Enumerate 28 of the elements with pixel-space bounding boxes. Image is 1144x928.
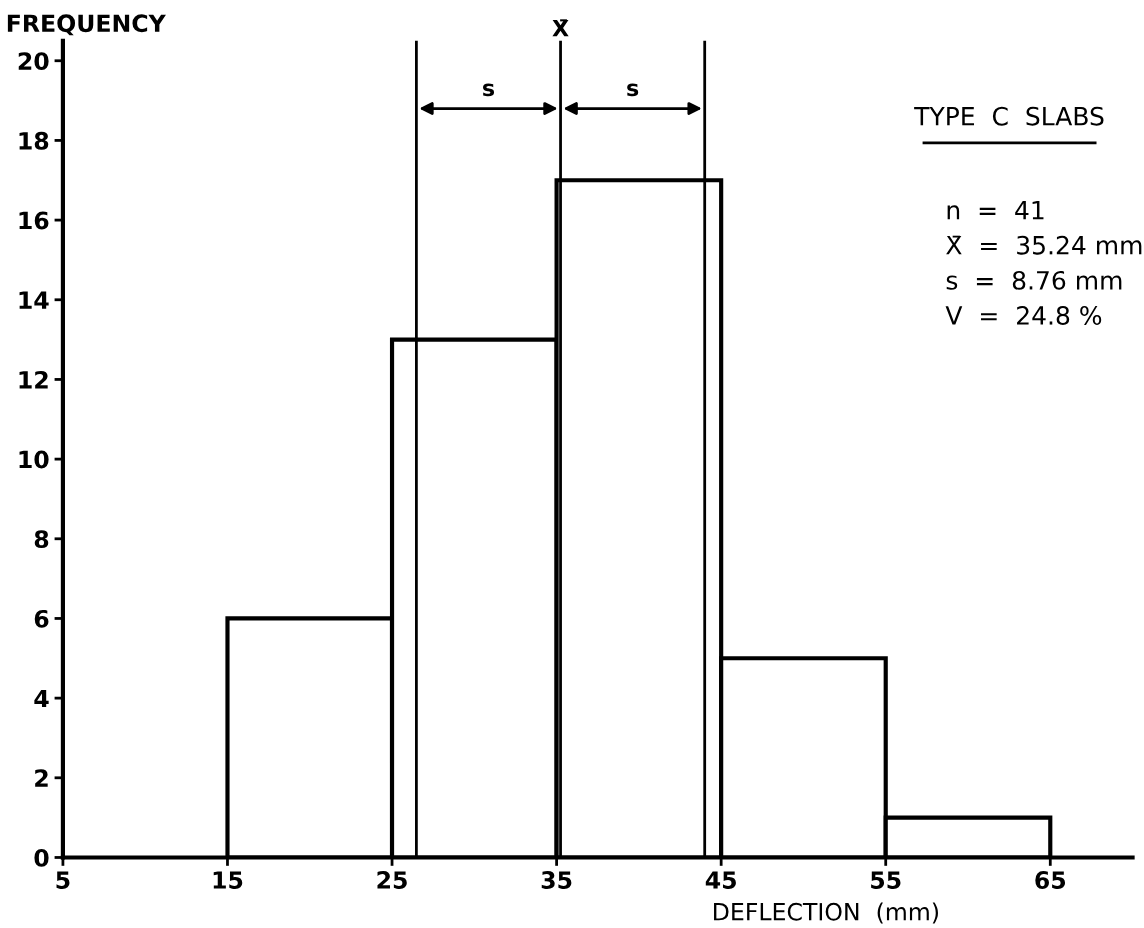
x-tick-label: 55: [871, 871, 901, 889]
annotation: n = 41: [947, 201, 1044, 220]
annotation: X̄ = 35.24 mm: [946, 235, 1142, 255]
x-tick-label: 65: [1035, 871, 1066, 889]
x-tick-label: 15: [213, 871, 243, 889]
y-tick-label: 14: [19, 291, 49, 309]
annotation: s: [627, 83, 639, 97]
x-tick-label: 45: [705, 871, 736, 889]
y-tick-label: 0: [34, 848, 49, 867]
y-axis-title: FREQUENCY: [7, 14, 166, 36]
y-tick-label: 10: [19, 450, 49, 469]
y-tick-label: 6: [34, 609, 49, 628]
x-tick-label: 25: [377, 871, 407, 889]
annotation: s = 8.76 mm: [946, 270, 1122, 290]
y-tick-label: 16: [19, 211, 49, 230]
y-tick-label: 2: [35, 769, 48, 787]
y-tick-label: 12: [19, 370, 48, 389]
y-tick-label: 18: [19, 131, 49, 150]
annotation: s: [483, 83, 495, 97]
y-tick-label: 20: [18, 52, 49, 71]
x-tick-label: 5: [56, 871, 70, 889]
ref-line-label: X̄: [552, 19, 569, 37]
x-tick-label: 35: [541, 871, 572, 889]
annotation: V = 24.8 %: [945, 306, 1102, 325]
y-tick-label: 8: [34, 530, 49, 549]
x-axis-title: DEFLECTION (mm): [714, 902, 938, 924]
y-tick-label: 4: [34, 689, 49, 708]
annotation: TYPE C SLABS: [914, 106, 1104, 126]
